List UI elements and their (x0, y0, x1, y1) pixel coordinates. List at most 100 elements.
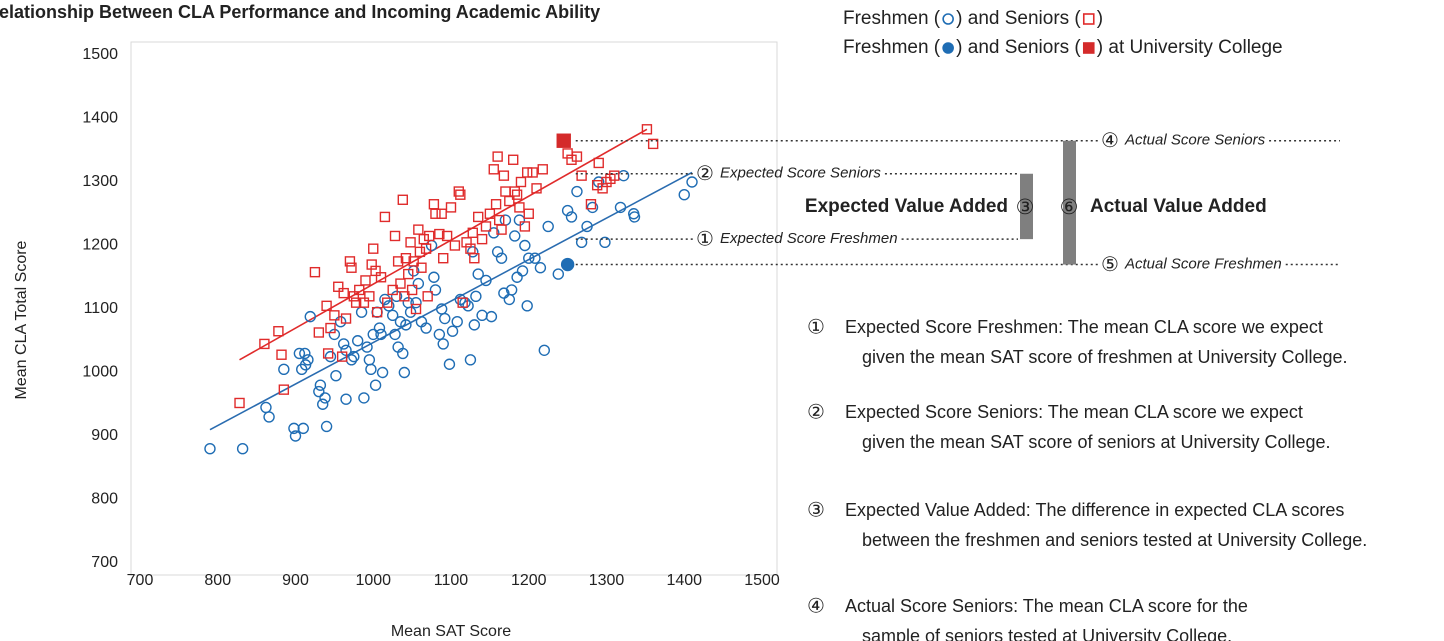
scatter-point (358, 297, 370, 308)
scatter-point (302, 354, 314, 366)
legend-text: ) (1097, 8, 1103, 29)
scatter-point (495, 252, 508, 264)
note-marker: ② (807, 400, 825, 424)
scatter-point (476, 309, 488, 322)
annotation-label: Expected Score Freshmen (720, 230, 898, 247)
scatter-point (453, 186, 464, 197)
scatter-point (236, 443, 249, 455)
scatter-point (491, 246, 504, 258)
scatter-point (379, 293, 391, 306)
scatter-point (424, 230, 435, 242)
scatter-point (504, 195, 515, 207)
x-tick-label: 1400 (666, 572, 702, 589)
y-tick-label: 1100 (84, 300, 119, 317)
scatter-point (434, 228, 445, 240)
value-added-marker: ⑥ (1060, 195, 1079, 219)
scatter-point (593, 157, 604, 169)
scatter-point (382, 297, 393, 308)
x-tick-label: 1300 (589, 572, 625, 589)
scatter-point (329, 310, 340, 321)
scatter-point (500, 186, 511, 197)
annotation-marker: ② (696, 161, 714, 185)
scatter-point (386, 309, 399, 322)
scatter-point (678, 188, 690, 201)
scatter-point (585, 199, 597, 210)
scatter-point (464, 354, 477, 366)
trend-line (209, 171, 693, 431)
scatter-point (480, 221, 492, 232)
scatter-point (325, 322, 336, 334)
note-text: Expected Score Freshmen: The mean CLA sc… (845, 317, 1323, 337)
legend-symbol (942, 13, 954, 25)
scatter-point (320, 420, 333, 433)
scatter-point (561, 204, 574, 217)
scatter-point (355, 306, 368, 318)
x-tick-label: 1100 (434, 572, 469, 589)
scatter-point (429, 284, 442, 296)
scatter-point (469, 252, 480, 264)
scatter-point (422, 291, 433, 302)
note-marker: ④ (807, 594, 825, 618)
scatter-point (416, 262, 427, 273)
scatter-point (340, 313, 352, 324)
scatter-point (263, 411, 275, 423)
scatter-point (521, 300, 533, 312)
scatter-point (566, 154, 577, 165)
scatter-point (276, 349, 287, 360)
scatter-point (571, 151, 583, 162)
scatter-point (455, 189, 466, 200)
annotation-label: Actual Score Seniors (1124, 132, 1266, 149)
scatter-point (492, 151, 503, 162)
scatter-point (375, 272, 387, 283)
legend-text: ) and Seniors ( (956, 8, 1081, 29)
scatter-point (614, 201, 627, 214)
scatter-point (581, 220, 593, 233)
scatter-point (498, 170, 510, 181)
scatter-point (405, 237, 416, 248)
legend-symbol (942, 42, 954, 54)
scatter-point (403, 268, 414, 280)
y-tick-label: 1400 (82, 110, 118, 127)
scatter-point (438, 252, 449, 264)
scatter-point (496, 224, 507, 235)
scatter-point (575, 236, 588, 249)
scatter-point (348, 350, 360, 363)
scatter-point (324, 350, 337, 363)
scatter-point (364, 291, 375, 302)
scatter-point (521, 167, 533, 178)
scatter-point (436, 208, 447, 219)
scatter-point (330, 369, 342, 382)
chart-title: Relationship Between CLA Performance and… (0, 2, 600, 22)
scatter-point (552, 268, 564, 280)
scatter-point (313, 327, 325, 338)
scatter-point (439, 312, 451, 325)
legend-text: Freshmen ( (843, 37, 941, 58)
scatter-point (437, 338, 449, 350)
scatter-point (412, 277, 425, 290)
scatter-point (499, 214, 512, 226)
note-marker: ① (807, 315, 825, 339)
scatter-point (397, 347, 409, 360)
scatter-point (404, 306, 417, 318)
scatter-point (410, 296, 422, 309)
y-tick-label: 700 (91, 554, 118, 571)
note-text: between the freshmen and seniors tested … (862, 530, 1367, 550)
scatter-point (370, 265, 381, 277)
scatter-point (365, 363, 377, 376)
scatter-point (485, 310, 498, 323)
scatter-point (430, 208, 441, 219)
scatter-point (473, 211, 484, 223)
scatter-point (234, 397, 245, 409)
scatter-point (400, 319, 412, 331)
scatter-point (428, 199, 440, 210)
note-marker: ③ (807, 498, 825, 522)
note-text: Expected Score Seniors: The mean CLA sco… (845, 402, 1303, 422)
scatter-point (389, 230, 401, 242)
scatter-point (338, 338, 350, 350)
scatter-point (503, 293, 516, 306)
scatter-point (556, 133, 571, 148)
legend-text: ) at University College (1097, 37, 1283, 58)
scatter-point (348, 291, 360, 302)
note-text: sample of seniors tested at University C… (862, 626, 1232, 641)
